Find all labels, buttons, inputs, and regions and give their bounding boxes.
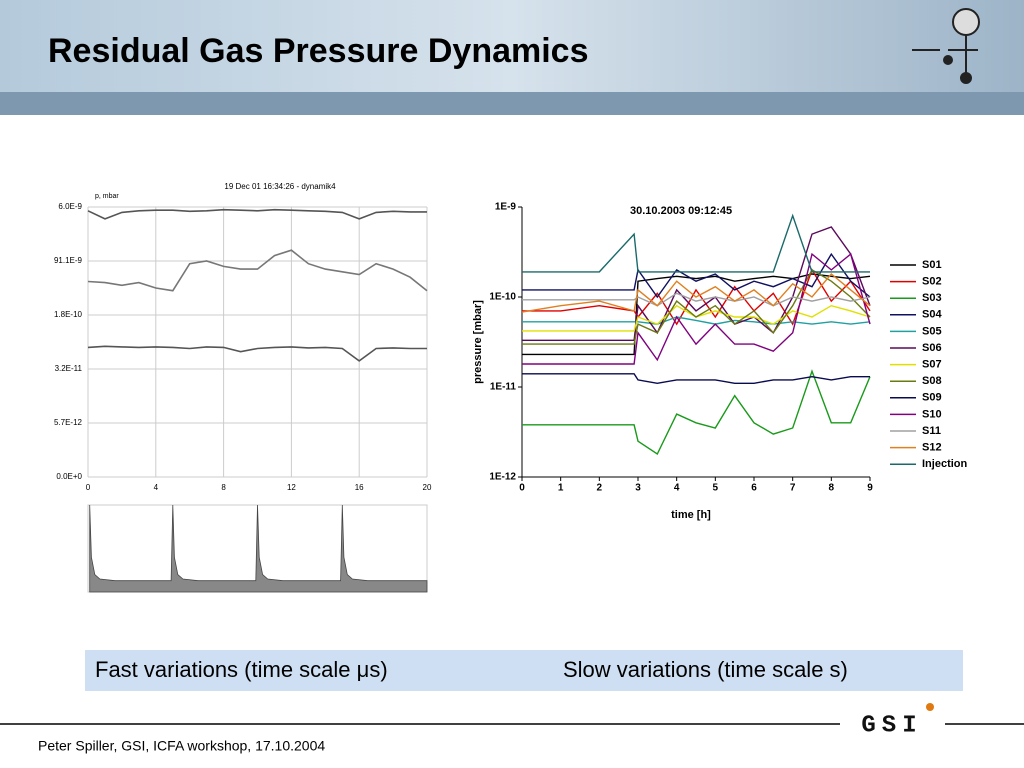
line [522, 292, 871, 307]
legend-label: S08 [922, 375, 942, 387]
line [522, 373, 870, 385]
line [521, 273, 871, 313]
legend-label: S12 [922, 442, 942, 454]
legend-label: S02 [922, 276, 942, 288]
y-tick-label: 91.1E-9 [54, 256, 83, 265]
y-axis-label: pressure [mbar] [472, 300, 484, 384]
line [522, 213, 870, 273]
line [522, 316, 871, 325]
legend-label: S07 [922, 359, 942, 371]
legend-label: S05 [922, 325, 942, 337]
x-tick-label: 6 [751, 483, 757, 494]
y-tick-label: 6.0E-9 [58, 202, 82, 211]
x-tick-label: 9 [867, 483, 873, 494]
x-tick-label: 16 [355, 483, 364, 492]
y-tick-label: 1.8E-10 [54, 310, 83, 319]
x-tick-label: 5 [713, 483, 719, 494]
x-tick-label: 12 [287, 483, 296, 492]
y-tick-label: 1E-12 [489, 472, 516, 483]
chart-title: 19 Dec 01 16:34:26 - dynamik4 [224, 182, 336, 191]
area [89, 504, 428, 593]
legend-label: S11 [922, 425, 941, 437]
x-tick-label: 1 [558, 483, 564, 494]
y-tick-label: 0.0E+0 [56, 472, 82, 481]
legend-label: S04 [922, 309, 942, 321]
logo: GSI [861, 712, 922, 739]
legend-label: S06 [922, 342, 942, 354]
slide-title: Residual Gas Pressure Dynamics [48, 32, 589, 70]
x-tick-label: 0 [86, 483, 91, 492]
x-tick-label: 3 [635, 483, 641, 494]
y-tick-label: 1E-11 [490, 382, 517, 393]
line [522, 268, 871, 326]
header-band [0, 92, 1024, 115]
y-tick-label: 1E-9 [495, 202, 517, 213]
x-tick-label: 7 [790, 483, 796, 494]
x-tick-label: 8 [221, 483, 226, 492]
chart-title: 30.10.2003 09:12:45 [630, 205, 732, 217]
header-icon [912, 8, 980, 84]
line [522, 252, 871, 299]
caption: Fast variations (time scale μs) [95, 657, 388, 682]
y-tick-label: 3.2E-11 [55, 364, 83, 373]
x-tick-label: 20 [423, 483, 432, 492]
legend-label: S09 [922, 392, 942, 404]
x-axis-label: time [h] [671, 509, 711, 521]
line [522, 369, 871, 456]
y-tick-label: 1E-10 [489, 292, 516, 303]
line [522, 252, 871, 365]
y-axis-label: p, mbar [95, 193, 119, 200]
line [522, 304, 871, 332]
caption-box [85, 650, 963, 691]
x-tick-label: 4 [154, 483, 159, 492]
line [87, 249, 428, 292]
x-tick-label: 4 [674, 483, 680, 494]
y-tick-label: 5.7E-12 [54, 418, 83, 427]
legend-label: S01 [922, 259, 942, 271]
line [87, 345, 427, 362]
line [522, 268, 871, 345]
x-tick-label: 2 [597, 483, 603, 494]
x-tick-label: 8 [829, 483, 835, 494]
legend-label: S10 [922, 408, 942, 420]
x-tick-label: 0 [519, 483, 525, 494]
footer: Peter Spiller, GSI, ICFA workshop, 17.10… [38, 738, 325, 754]
legend-label: S03 [922, 292, 942, 304]
header-background [0, 0, 1024, 92]
logo-dot [926, 703, 934, 711]
legend-label: Injection [922, 458, 968, 470]
left-chart-frame [55, 180, 450, 480]
line [87, 208, 427, 220]
caption: Slow variations (time scale s) [563, 657, 848, 682]
